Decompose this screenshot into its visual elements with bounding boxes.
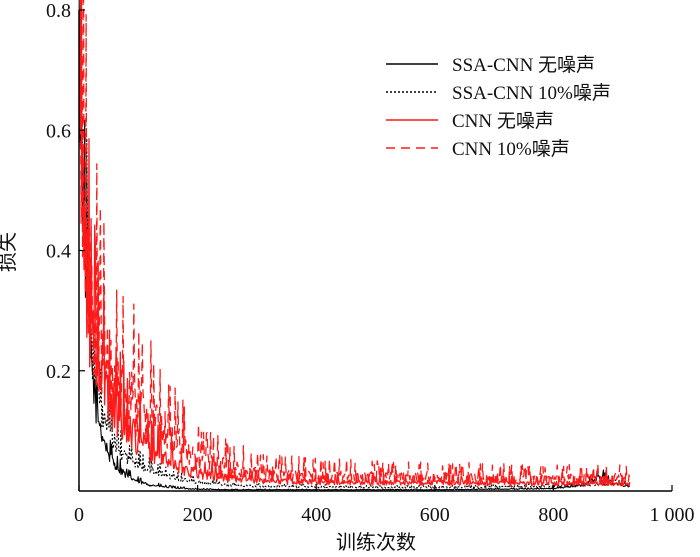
x-tick-label: 200	[183, 504, 213, 526]
y-tick-label: 0.8	[46, 0, 71, 22]
series-line	[78, 0, 631, 491]
y-tick-label: 0.4	[46, 241, 71, 263]
x-tick-label: 600	[420, 504, 450, 526]
legend-label: CNN 10%噪声	[452, 138, 570, 160]
legend-label: SSA-CNN 无噪声	[452, 54, 595, 76]
x-axis-title: 训练次数	[336, 530, 416, 554]
x-tick-label: 800	[538, 504, 568, 526]
y-tick-label: 0.2	[46, 361, 71, 383]
series-line	[78, 0, 631, 487]
x-tick-label: 400	[301, 504, 331, 526]
series-layer	[78, 0, 631, 491]
x-tick-label: 1 000	[650, 504, 695, 526]
legend-label: CNN 无噪声	[452, 110, 554, 132]
x-tick-label: 0	[74, 504, 84, 526]
y-axis-title: 损失	[0, 232, 19, 272]
legend: SSA-CNN 无噪声 SSA-CNN 10%噪声 CNN 无噪声 CNN 10%噪声	[386, 54, 611, 160]
legend-label: SSA-CNN 10%噪声	[452, 82, 611, 104]
ticks-layer: 0 200 400 600 800 1 000 0.2 0.4 0.6 0.8	[46, 0, 695, 526]
y-tick-label: 0.6	[46, 120, 71, 142]
